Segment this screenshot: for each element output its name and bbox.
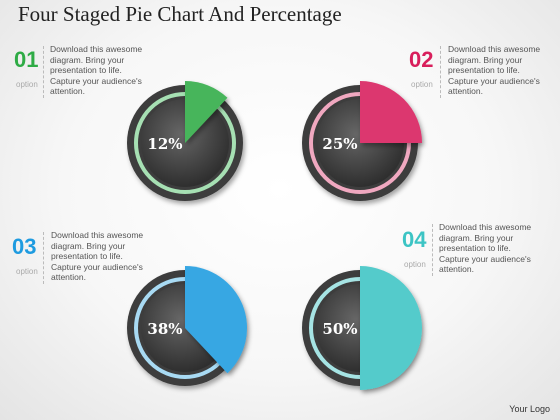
stage-1-text-line: attention. bbox=[50, 86, 85, 96]
stage-4-slice-highlight bbox=[360, 266, 422, 390]
stage-2-pie: 25% bbox=[290, 73, 430, 213]
stage-1-pie: 12% bbox=[115, 73, 255, 213]
stage-3-text-line: diagram. Bring your bbox=[51, 240, 126, 251]
stage-1-slice bbox=[185, 81, 228, 143]
stage-3-text-line: Download this awesome bbox=[51, 230, 144, 240]
stage-1-caption: 01 option Download this awesome diagram.… bbox=[10, 44, 170, 104]
stage-3-pie: 38% bbox=[115, 258, 255, 398]
stage-4-caption: 04 option Download this awesome diagram.… bbox=[400, 222, 555, 282]
stage-1-text-line: Download this awesome bbox=[50, 44, 143, 54]
stage-3-divider bbox=[43, 232, 44, 284]
stage-2-text-line: diagram. Bring your bbox=[448, 54, 523, 65]
stage-1-number: 01 bbox=[14, 47, 39, 72]
stage-3-caption: 03 option Download this awesome diagram.… bbox=[10, 230, 170, 290]
stage-2-text-line: Download this awesome bbox=[448, 44, 541, 54]
stage-4-description: Download this awesome diagram. Bring you… bbox=[439, 222, 554, 275]
stage-1-slice-highlight bbox=[185, 81, 228, 143]
stage-4-percent-label: 50% bbox=[322, 320, 357, 338]
stage-1-description: Download this awesome diagram. Bring you… bbox=[50, 44, 170, 97]
stage-2-slice-highlight bbox=[360, 81, 422, 143]
stage-3-option-label: option bbox=[16, 267, 38, 276]
stage-4-text-line: presentation to life. bbox=[439, 243, 511, 253]
stage-3-text-line: Capture your audience's bbox=[51, 261, 143, 272]
stage-2-option-label: option bbox=[411, 80, 433, 89]
page-title: Four Staged Pie Chart And Percentage bbox=[18, 2, 342, 26]
stage-1-option-label: option bbox=[16, 80, 38, 89]
stage-4-pie-graphic: 50% bbox=[302, 266, 422, 390]
stage-1-pie-graphic: 12% bbox=[127, 81, 243, 201]
stage-2-pie-graphic: 25% bbox=[302, 81, 422, 201]
stage-4-text-line: attention. bbox=[439, 264, 474, 274]
stage-1-text-line: Capture your audience's bbox=[50, 75, 142, 86]
stage-3-slice-highlight bbox=[185, 266, 248, 374]
stage-3-description: Download this awesome diagram. Bring you… bbox=[51, 230, 171, 283]
stage-3-pie-graphic: 38% bbox=[127, 266, 248, 386]
stage-2-text-line: Capture your audience's bbox=[448, 75, 540, 86]
stage-3-text-line: presentation to life. bbox=[51, 251, 123, 261]
stage-4-option-label: option bbox=[404, 260, 426, 269]
stage-2-percent-label: 25% bbox=[322, 135, 357, 153]
stage-1-text-line: diagram. Bring your bbox=[50, 54, 125, 65]
stage-4-text-line: Capture your audience's bbox=[439, 253, 531, 264]
stage-2-slice bbox=[360, 81, 422, 143]
stage-2-text-line: presentation to life. bbox=[448, 65, 520, 75]
stage-2-divider bbox=[440, 46, 441, 98]
stage-3-percent-label: 38% bbox=[147, 320, 182, 338]
stage-1-text-line: presentation to life. bbox=[50, 65, 122, 75]
stage-4-slice bbox=[360, 266, 422, 390]
stage-2-text-line: attention. bbox=[448, 86, 483, 96]
stage-4-text-line: Download this awesome bbox=[439, 222, 532, 232]
stage-1-divider bbox=[43, 46, 44, 98]
stage-4-text-line: diagram. Bring your bbox=[439, 232, 514, 243]
stage-1-percent-label: 12% bbox=[147, 135, 182, 153]
stage-3-number: 03 bbox=[12, 234, 37, 259]
stage-4-divider bbox=[432, 224, 433, 276]
stage-4-number: 04 bbox=[402, 227, 427, 252]
stage-2-caption: 02 option Download this awesome diagram.… bbox=[405, 44, 555, 104]
stage-2-description: Download this awesome diagram. Bring you… bbox=[448, 44, 558, 97]
stage-4-pie: 50% bbox=[290, 258, 430, 398]
stage-2-number: 02 bbox=[409, 47, 434, 72]
stage-3-text-line: attention. bbox=[51, 272, 86, 282]
logo-text: Your Logo bbox=[509, 404, 550, 414]
stage-3-slice bbox=[185, 266, 248, 374]
